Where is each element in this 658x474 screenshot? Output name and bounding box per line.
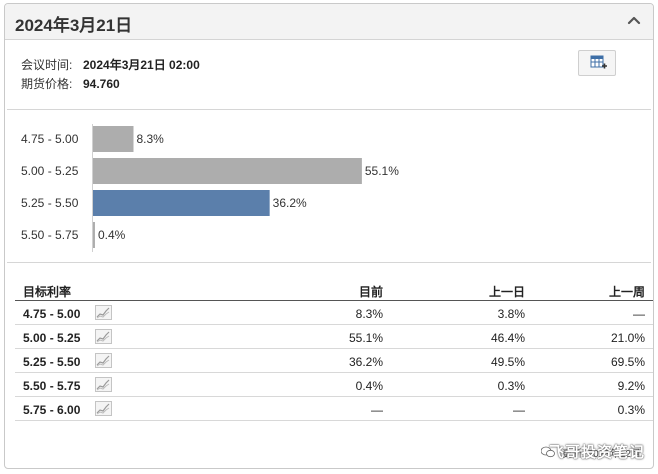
row-prev-day: — [513, 403, 525, 417]
futures-price-row: 期货价格: 94.760 [21, 75, 200, 94]
table-row: 4.75 - 5.00 8.3% 3.8% — [15, 301, 653, 325]
row-prev-day: 46.4% [490, 331, 525, 345]
table-body: 4.75 - 5.00 8.3% 3.8% — 5.00 - 5.25 55.1% 46.4… [15, 301, 653, 421]
meeting-time-label: 会议时间: [21, 58, 73, 72]
bar-value-label: 8.3% [137, 132, 165, 146]
row-current: — [371, 403, 383, 417]
row-target-rate: 4.75 - 5.00 [23, 307, 81, 321]
row-current: 36.2% [348, 355, 383, 369]
header-prev-week: 上一周 [608, 285, 645, 299]
row-target-rate: 5.25 - 5.50 [23, 355, 81, 369]
chevron-up-icon[interactable] [625, 12, 643, 30]
meeting-time-value: 2024年3月21日 02:00 [83, 58, 200, 72]
futures-price-label: 期货价格: [21, 77, 73, 91]
watermark: 飞哥投资笔记 [548, 444, 645, 461]
updated-text: 更新: 2023年12月 [562, 449, 641, 460]
table-view-button[interactable] [578, 50, 616, 76]
category-label: 5.00 - 5.25 [21, 164, 79, 178]
table-row: 5.75 - 6.00 — — 0.3% [15, 397, 653, 421]
probability-bar[interactable] [93, 126, 134, 152]
probability-bar[interactable] [93, 222, 95, 248]
table-row: 5.50 - 5.75 0.4% 0.3% 9.2% [15, 373, 653, 397]
divider [7, 262, 651, 263]
row-current: 8.3% [355, 307, 383, 321]
table-header: 目标利率 目前 上一日 上一周 [15, 277, 653, 301]
row-prev-week: — [633, 307, 645, 321]
panel-header: 2024年3月21日 [5, 4, 653, 40]
bar-value-label: 55.1% [365, 164, 399, 178]
row-prev-day: 0.3% [497, 379, 525, 393]
table-row: 5.00 - 5.25 55.1% 46.4% 21.0% [15, 325, 653, 349]
header-target-rate: 目标利率 [23, 285, 72, 299]
row-prev-week: 9.2% [617, 379, 645, 393]
probability-bar[interactable] [93, 190, 270, 216]
futures-price-value: 94.760 [83, 77, 120, 91]
sparkline-icon[interactable] [95, 353, 112, 368]
sparkline-icon[interactable] [95, 329, 112, 344]
panel-title: 2024年3月21日 [15, 16, 133, 35]
wechat-icon [540, 446, 555, 458]
chart-axis [92, 124, 93, 252]
bar-value-label: 0.4% [98, 228, 126, 242]
header-prev-day: 上一日 [488, 285, 525, 299]
sparkline-icon[interactable] [95, 305, 112, 320]
meeting-time-row: 会议时间: 2024年3月21日 02:00 [21, 56, 200, 75]
category-label: 4.75 - 5.00 [21, 132, 79, 146]
row-target-rate: 5.00 - 5.25 [23, 331, 81, 345]
row-prev-week: 21.0% [610, 331, 645, 345]
row-prev-day: 49.5% [490, 355, 525, 369]
chart-svg: 4.75 - 5.00 8.3% 5.00 - 5.25 55.1% 5.25 - 5.… [21, 126, 399, 248]
bar-value-label: 36.2% [273, 196, 307, 210]
probability-bar[interactable] [93, 158, 362, 184]
row-current: 0.4% [355, 379, 383, 393]
row-target-rate: 5.75 - 6.00 [23, 403, 81, 417]
divider [7, 109, 651, 110]
row-prev-week: 0.3% [617, 403, 645, 417]
row-target-rate: 5.50 - 5.75 [23, 379, 81, 393]
row-prev-week: 69.5% [610, 355, 645, 369]
meeting-info: 会议时间: 2024年3月21日 02:00 期货价格: 94.760 [21, 56, 200, 94]
header-current: 目前 [358, 285, 383, 299]
sparkline-icon[interactable] [95, 377, 112, 392]
cme-fedwatch-panel: 2024年3月21日 会议时间: 2024年3月21日 02:00 期货价格: … [4, 3, 654, 469]
sparkline-icon[interactable] [95, 401, 112, 416]
table-add-icon [590, 55, 607, 69]
row-current: 55.1% [348, 331, 383, 345]
probability-table: 目标利率 目前 上一日 上一周 4.75 - 5.00 8.3% 3.8% — 5.00… [15, 277, 653, 421]
probability-bar-chart: 4.75 - 5.00 8.3% 5.00 - 5.25 55.1% 5.25 - 5.… [5, 112, 653, 262]
row-prev-day: 3.8% [497, 307, 525, 321]
table-row: 5.25 - 5.50 36.2% 49.5% 69.5% [15, 349, 653, 373]
category-label: 5.25 - 5.50 [21, 196, 79, 210]
category-label: 5.50 - 5.75 [21, 228, 79, 242]
